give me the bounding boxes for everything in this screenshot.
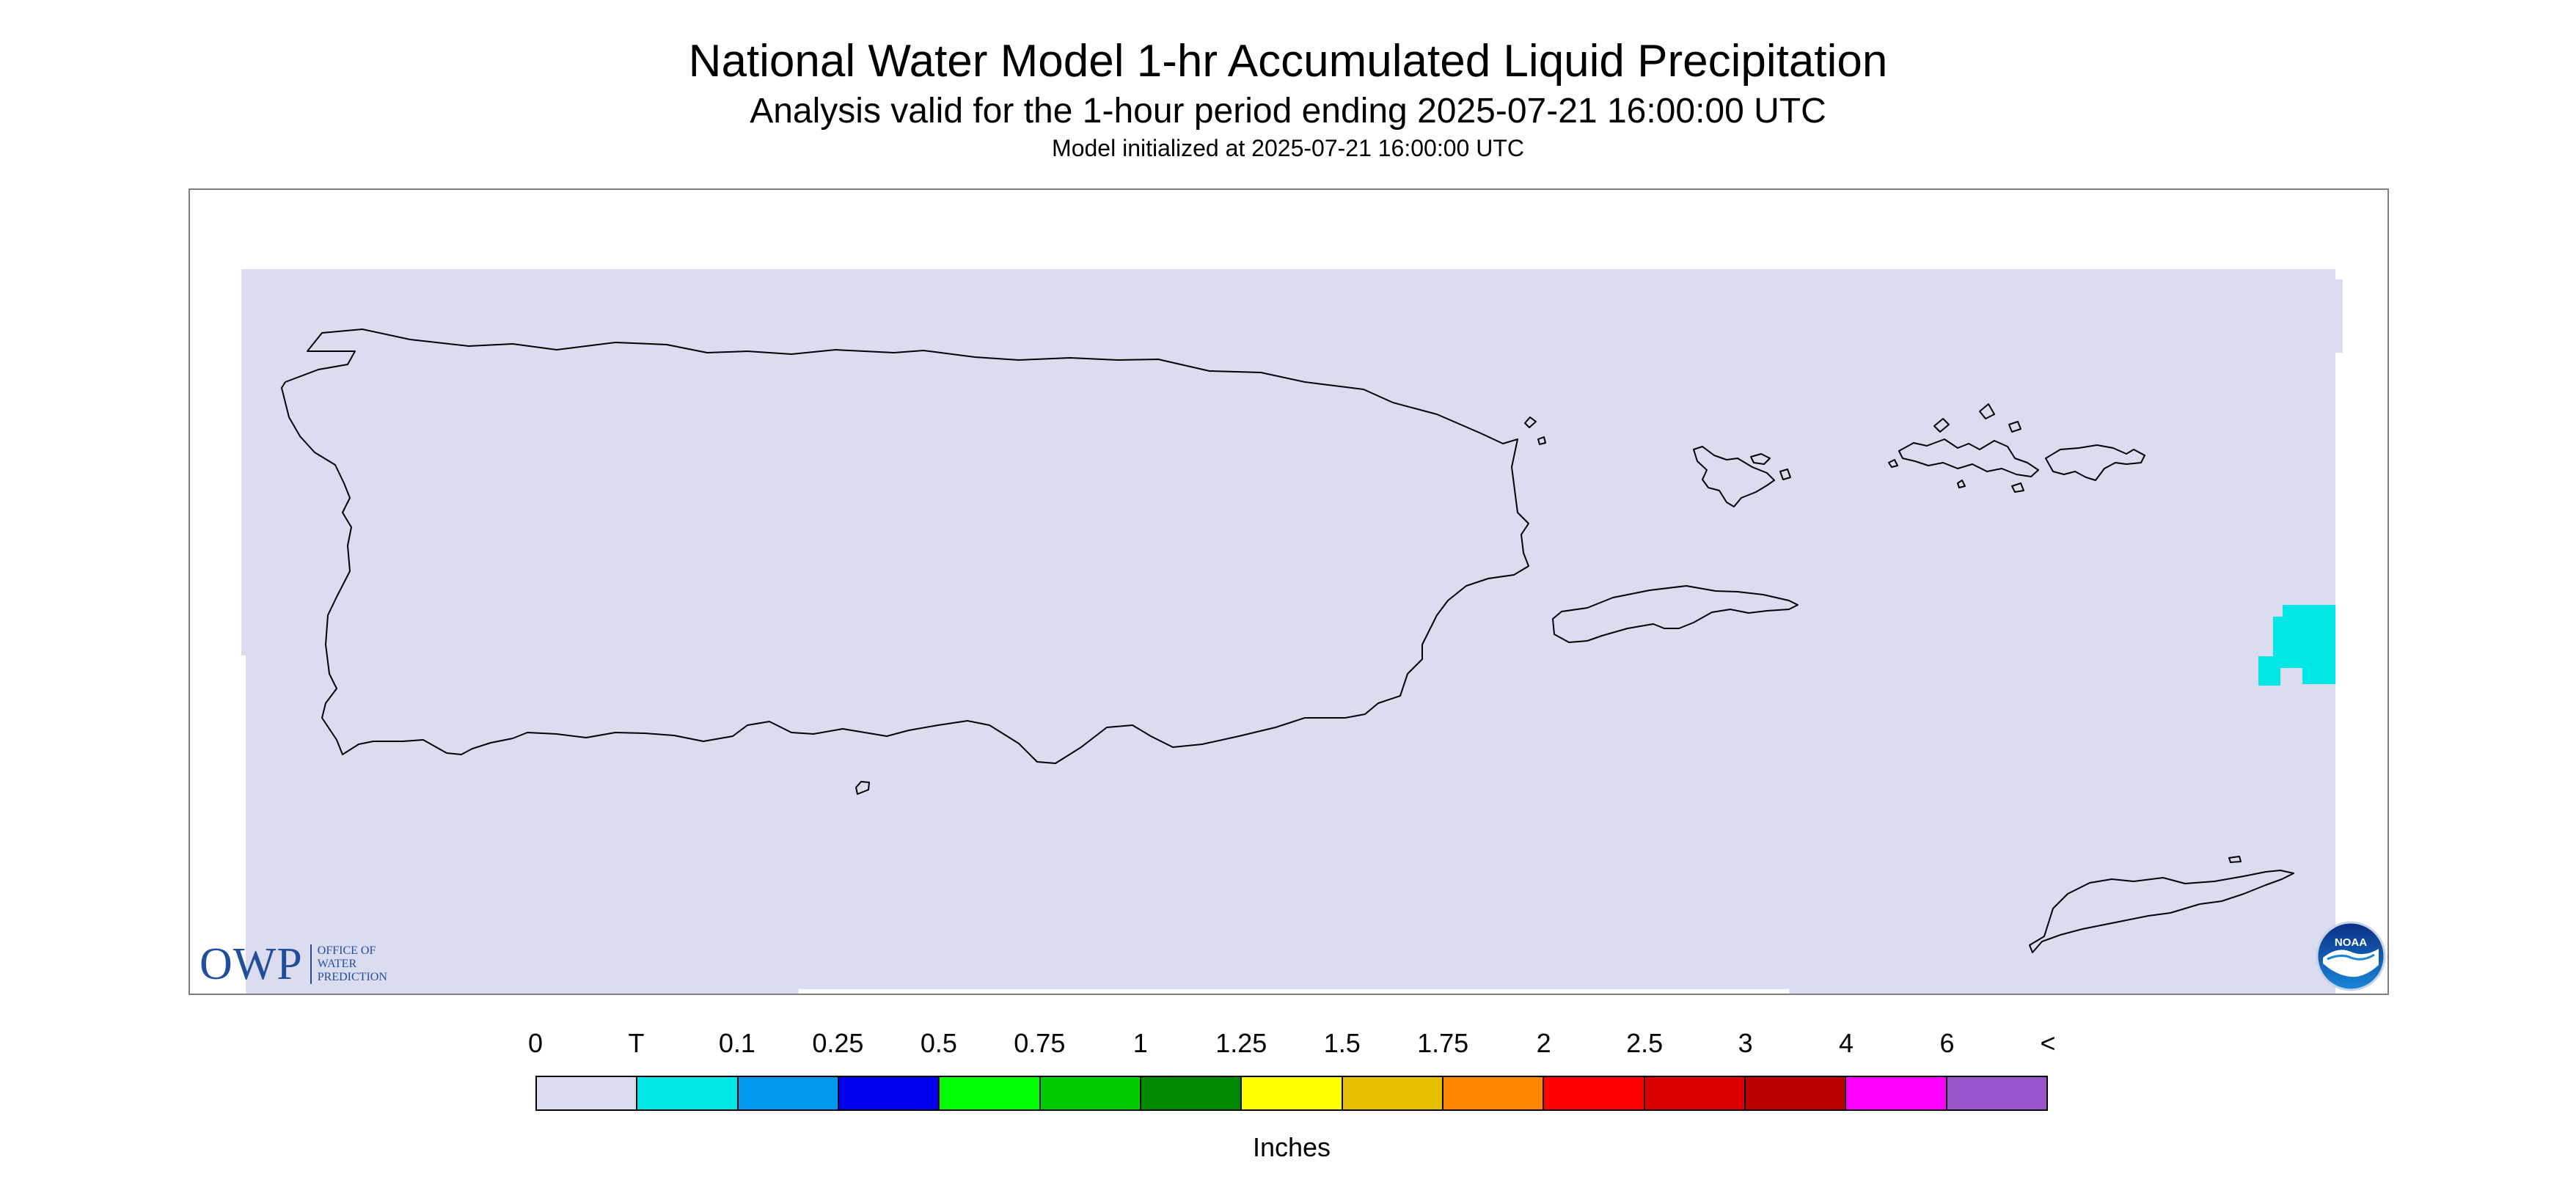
islet [2011, 482, 2024, 493]
owp-logo-line: WATER [317, 958, 357, 970]
legend-label: 1 [1133, 1028, 1148, 1058]
precip-cell [2258, 605, 2335, 686]
legend-swatch [1644, 1077, 1746, 1109]
owp-logo-line: PREDICTION [317, 971, 387, 983]
islet [1957, 480, 1966, 488]
legend-label: 2 [1536, 1028, 1551, 1058]
map-panel [189, 188, 2389, 995]
legend-label: < [2040, 1028, 2056, 1058]
islet [1750, 453, 1771, 465]
culebra-coastline [1693, 446, 1775, 507]
legend-label: 0.25 [812, 1028, 864, 1058]
owp-logo-divider [310, 944, 312, 984]
islet [1779, 469, 1791, 480]
legend-swatch [1947, 1077, 2046, 1109]
islet [1888, 459, 1898, 468]
legend-swatch [1443, 1077, 1545, 1109]
noaa-logo-text: NOAA [2335, 936, 2367, 949]
legend-swatch [1342, 1077, 1443, 1109]
vieques-coastline [1552, 585, 1799, 643]
legend-label: 0.5 [920, 1028, 957, 1058]
islet [2228, 856, 2242, 863]
legend-units: Inches [1252, 1132, 1331, 1162]
analysis-domain [241, 269, 2343, 994]
legend-label: 2.5 [1626, 1028, 1664, 1058]
islet [2008, 421, 2021, 433]
legend-label: 0.1 [718, 1028, 755, 1058]
map-title: National Water Model 1-hr Accumulated Li… [688, 36, 1888, 87]
legend-label: T [628, 1028, 645, 1058]
legend-swatch [1544, 1077, 1645, 1109]
islet [1524, 416, 1537, 428]
legend-swatch [1745, 1077, 1847, 1109]
puerto-rico-coastline [281, 328, 1529, 764]
legend-swatch [940, 1077, 1041, 1109]
legend-swatch [637, 1077, 739, 1109]
noaa-logo: NOAA [2316, 921, 2386, 991]
legend-label: 1.75 [1417, 1028, 1469, 1058]
owp-logo: OWP OFFICE OF WATER PREDICTION [200, 939, 387, 989]
owp-logo-mark: OWP [200, 939, 303, 989]
st-thomas-coastline [1898, 438, 2039, 477]
mona-island [855, 781, 870, 795]
legend-swatch [838, 1077, 940, 1109]
owp-logo-line: OFFICE OF [317, 944, 376, 957]
legend-swatch [537, 1077, 638, 1109]
legend-label: 4 [1839, 1028, 1854, 1058]
legend-label: 1.25 [1215, 1028, 1267, 1058]
st-croix-coastline [2029, 870, 2294, 953]
legend-swatch [1040, 1077, 1141, 1109]
legend-label: 6 [1939, 1028, 1955, 1058]
model-init-text: Model initialized at 2025-07-21 16:00:00… [1052, 135, 1524, 161]
st-john-coastline [2045, 444, 2145, 481]
legend-swatch [1242, 1077, 1343, 1109]
islet [1933, 418, 1950, 433]
legend-label: 3 [1738, 1028, 1753, 1058]
map-canvas [241, 269, 2343, 994]
owp-logo-wordmark: OFFICE OF WATER PREDICTION [318, 944, 387, 984]
precip-legend: 0 T 0.1 0.25 0.5 0.75 1 1.25 1.5 1.75 2 2.5 3 4 6 < Inc… [528, 1028, 2056, 1175]
islet [1537, 436, 1546, 445]
legend-colorbar [535, 1076, 2048, 1111]
islet [1979, 403, 1995, 419]
legend-label: 0.75 [1014, 1028, 1066, 1058]
legend-label: 1.5 [1323, 1028, 1361, 1058]
map-subtitle: Analysis valid for the 1-hour period end… [750, 92, 1826, 131]
legend-label: 0 [527, 1028, 544, 1058]
legend-swatch [738, 1077, 839, 1109]
legend-swatch [1141, 1077, 1243, 1109]
legend-swatch [1846, 1077, 1947, 1109]
